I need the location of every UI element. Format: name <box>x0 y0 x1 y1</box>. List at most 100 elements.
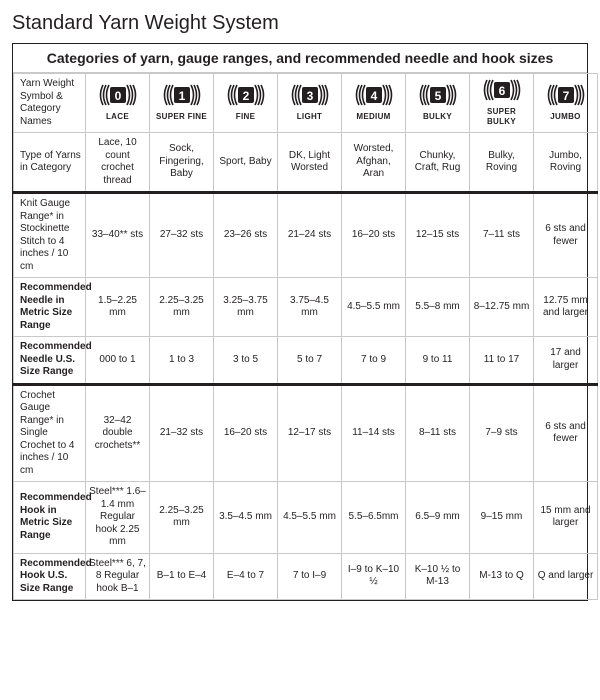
category-label: LACE <box>106 112 129 122</box>
table-cell: 5.5–8 mm <box>406 278 470 337</box>
row-label: Recommended Hook in Metric Size Range <box>14 482 86 554</box>
category-label: MEDIUM <box>356 112 390 122</box>
row-label: Crochet Gauge Range* in Single Crochet t… <box>14 384 86 482</box>
table-cell: I–9 to K–10 ½ <box>342 553 406 600</box>
category-label: LIGHT <box>297 112 323 122</box>
table-cell: 6.5–9 mm <box>406 482 470 554</box>
table-cell: Jumbo, Roving <box>534 133 598 193</box>
table-cell: Bulky, Roving <box>470 133 534 193</box>
table-cell: 2.25–3.25 mm <box>150 482 214 554</box>
category-header: 4 MEDIUM <box>342 74 406 133</box>
table-cell: Q and larger <box>534 553 598 600</box>
table-row: Recommended Hook in Metric Size RangeSte… <box>14 482 598 554</box>
table-cell: 15 mm and larger <box>534 482 598 554</box>
table-cell: 12–15 sts <box>406 193 470 278</box>
table-row: Recommended Hook U.S. Size RangeSteel***… <box>14 553 598 600</box>
yarn-weight-icon: 1 <box>161 84 203 111</box>
category-header: 1 SUPER FINE <box>150 74 214 133</box>
table-cell: 3.25–3.75 mm <box>214 278 278 337</box>
table-body: Type of Yarns in CategoryLace, 10 count … <box>14 133 598 600</box>
category-header: 3 LIGHT <box>278 74 342 133</box>
table-cell: Steel*** 6, 7, 8 Regular hook B–1 <box>86 553 150 600</box>
category-label: BULKY <box>423 112 452 122</box>
table-cell: 7 to I–9 <box>278 553 342 600</box>
category-header: 7 JUMBO <box>534 74 598 133</box>
header-rowhead: Yarn Weight Symbol & Category Names <box>14 74 86 133</box>
table-row: Knit Gauge Range* in Stockinette Stitch … <box>14 193 598 278</box>
row-label: Recommended Hook U.S. Size Range <box>14 553 86 600</box>
table-cell: 1.5–2.25 mm <box>86 278 150 337</box>
table-cell: Sock, Fingering, Baby <box>150 133 214 193</box>
yarn-weight-icon: 7 <box>545 84 587 111</box>
yarn-weight-icon: 3 <box>289 84 331 111</box>
table-cell: 3.5–4.5 mm <box>214 482 278 554</box>
table-cell: 21–24 sts <box>278 193 342 278</box>
table-cell: 9–15 mm <box>470 482 534 554</box>
category-header: 2FINE <box>214 74 278 133</box>
table-cell: Lace, 10 count crochet thread <box>86 133 150 193</box>
row-label: Knit Gauge Range* in Stockinette Stitch … <box>14 193 86 278</box>
category-header: 0 LACE <box>86 74 150 133</box>
table-cell: B–1 to E–4 <box>150 553 214 600</box>
category-label: JUMBO <box>550 112 580 122</box>
category-label: FINE <box>236 112 255 122</box>
category-header: 5BULKY <box>406 74 470 133</box>
table-cell: 7 to 9 <box>342 337 406 385</box>
yarn-weight-icon: 4 <box>353 84 395 111</box>
table-cell: Worsted, Afghan, Aran <box>342 133 406 193</box>
yarn-weight-icon: 2 <box>225 84 267 111</box>
table-cell: 17 and larger <box>534 337 598 385</box>
table-banner: Categories of yarn, gauge ranges, and re… <box>13 44 587 73</box>
row-label: Type of Yarns in Category <box>14 133 86 193</box>
table-cell: 12–17 sts <box>278 384 342 482</box>
table-cell: 21–32 sts <box>150 384 214 482</box>
table-cell: DK, Light Worsted <box>278 133 342 193</box>
table-cell: 1 to 3 <box>150 337 214 385</box>
table-cell: E–4 to 7 <box>214 553 278 600</box>
page-title: Standard Yarn Weight System <box>12 12 588 35</box>
table-cell: 8–12.75 mm <box>470 278 534 337</box>
table-row: Recommended Needle U.S. Size Range000 to… <box>14 337 598 385</box>
table-cell: 8–11 sts <box>406 384 470 482</box>
table-row: Type of Yarns in CategoryLace, 10 count … <box>14 133 598 193</box>
svg-text:0: 0 <box>114 89 121 103</box>
table-cell: 23–26 sts <box>214 193 278 278</box>
table-cell: 4.5–5.5 mm <box>278 482 342 554</box>
row-label: Recommended Needle U.S. Size Range <box>14 337 86 385</box>
header-row: Yarn Weight Symbol & Category Names 0 LAC… <box>14 74 598 133</box>
table-cell: 6 sts and fewer <box>534 384 598 482</box>
table-cell: 16–20 sts <box>342 193 406 278</box>
table-cell: 33–40** sts <box>86 193 150 278</box>
table-cell: 16–20 sts <box>214 384 278 482</box>
table-container: Categories of yarn, gauge ranges, and re… <box>12 43 588 601</box>
yarn-weight-icon: 5 <box>417 84 459 111</box>
table-cell: 2.25–3.25 mm <box>150 278 214 337</box>
table-cell: 9 to 11 <box>406 337 470 385</box>
table-cell: 000 to 1 <box>86 337 150 385</box>
table-cell: Chunky, Craft, Rug <box>406 133 470 193</box>
svg-text:4: 4 <box>370 89 377 103</box>
table-cell: Sport, Baby <box>214 133 278 193</box>
svg-text:6: 6 <box>498 84 505 98</box>
table-cell: 11 to 17 <box>470 337 534 385</box>
category-label: SUPER BULKY <box>473 107 530 127</box>
table-row: Recommended Needle in Metric Size Range1… <box>14 278 598 337</box>
yarn-weight-icon: 6 <box>481 79 523 106</box>
table-cell: 12.75 mm and larger <box>534 278 598 337</box>
svg-text:7: 7 <box>562 89 569 103</box>
table-cell: K–10 ½ to M-13 <box>406 553 470 600</box>
table-cell: 5.5–6.5mm <box>342 482 406 554</box>
svg-text:3: 3 <box>306 89 313 103</box>
yarn-weight-table: Yarn Weight Symbol & Category Names 0 LAC… <box>13 73 598 600</box>
table-cell: 7–11 sts <box>470 193 534 278</box>
table-cell: 6 sts and fewer <box>534 193 598 278</box>
svg-text:1: 1 <box>178 89 185 103</box>
table-cell: 4.5–5.5 mm <box>342 278 406 337</box>
table-cell: 3 to 5 <box>214 337 278 385</box>
table-cell: 32–42 double crochets** <box>86 384 150 482</box>
category-label: SUPER FINE <box>156 112 207 122</box>
table-cell: M-13 to Q <box>470 553 534 600</box>
category-header: 6 SUPER BULKY <box>470 74 534 133</box>
table-cell: 7–9 sts <box>470 384 534 482</box>
table-cell: 3.75–4.5 mm <box>278 278 342 337</box>
